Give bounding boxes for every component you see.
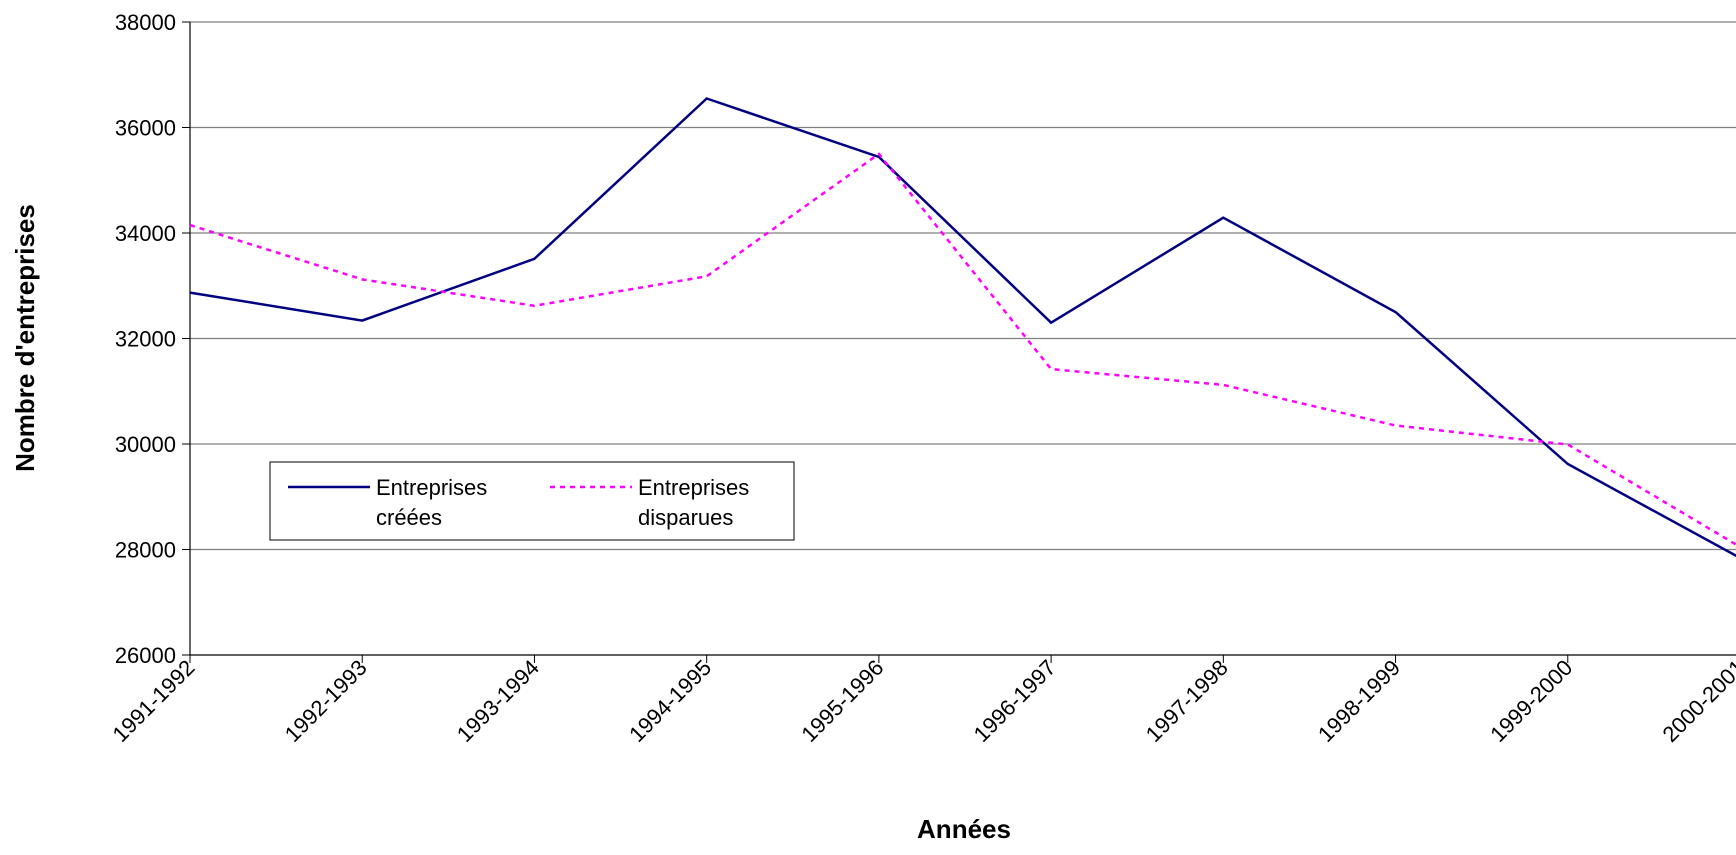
y-tick-label: 36000 — [115, 116, 176, 141]
x-tick-label: 1994-1995 — [624, 655, 716, 747]
x-tick-label: 1992-1993 — [280, 655, 372, 747]
x-tick-label: 1993-1994 — [452, 655, 544, 747]
x-tick-label: 1995-1996 — [796, 655, 888, 747]
legend-label-disappeared-line2: disparues — [638, 505, 733, 530]
x-tick-label: 1996-1997 — [969, 655, 1061, 747]
y-tick-label: 34000 — [115, 221, 176, 246]
axes — [182, 21, 1736, 663]
legend-box — [269, 461, 795, 541]
x-tick-label: 1999-2000 — [1485, 655, 1577, 747]
legend-label-created-line1: Entreprises — [376, 475, 487, 500]
y-tick-label: 28000 — [115, 538, 176, 563]
gridlines — [190, 21, 1736, 551]
y-tick-label: 32000 — [115, 327, 176, 352]
x-axis-title: Années — [917, 814, 1011, 844]
x-tick-label: 2000-2001 — [1657, 655, 1736, 747]
y-axis-title: Nombre d'entreprises — [10, 204, 40, 472]
y-tick-label: 26000 — [115, 643, 176, 668]
x-tick-label: 1991-1992 — [107, 655, 199, 747]
series-layer — [189, 97, 1736, 558]
series-line-created — [189, 97, 1736, 558]
legend-label-disappeared-line1: Entreprises — [638, 475, 749, 500]
x-tick-label: 1998-1999 — [1313, 655, 1405, 747]
series-line-disappeared — [189, 152, 1736, 546]
tick-labels: 26000 28000 30000 32000 34000 36000 38000 1991-… — [107, 10, 1736, 747]
y-tick-label: 38000 — [115, 10, 176, 35]
y-tick-label: 30000 — [115, 432, 176, 457]
x-tick-label: 1997-1998 — [1141, 655, 1233, 747]
legend: Entreprises créées Entreprises disparues — [269, 461, 795, 541]
legend-label-created-line2: créées — [376, 505, 442, 530]
